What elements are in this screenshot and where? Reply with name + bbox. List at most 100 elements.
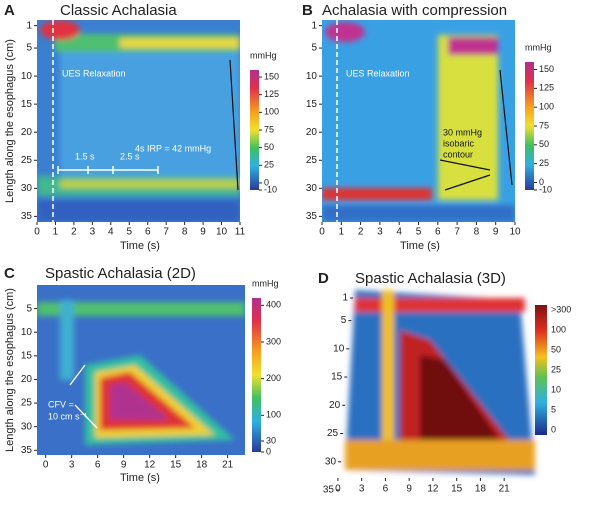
colorbar-tick-label: 200 xyxy=(266,373,281,383)
y-tick-label: 20 xyxy=(21,127,33,138)
x-tick-label: 7 xyxy=(163,227,169,238)
annotation: 30 mmHg xyxy=(443,127,482,137)
colorbar-tick-label: 10 xyxy=(551,384,561,394)
y-tick-label: 30 xyxy=(21,421,33,432)
panel-title: Spastic Achalasia (2D) xyxy=(45,265,196,282)
x-tick-label: 11 xyxy=(235,227,246,238)
colorbar-tick-label: 150 xyxy=(264,71,279,81)
y-tick-label: 35 xyxy=(323,485,335,496)
colorbar-unit: mmHg xyxy=(250,50,277,60)
colorbar-tick-label: 0 xyxy=(551,424,556,434)
x-tick-label: 21 xyxy=(499,484,511,495)
x-axis-label: Time (s) xyxy=(400,240,440,252)
x-tick-label: 6 xyxy=(95,460,101,471)
x-tick-label: 2 xyxy=(358,227,364,238)
y-tick-label: 30 xyxy=(21,183,33,194)
annotation: CFV = xyxy=(48,399,74,409)
y-tick-label: 10 xyxy=(21,327,33,338)
colorbar-unit: mmHg xyxy=(252,278,279,288)
colorbar-tick-label: 125 xyxy=(539,83,554,93)
x-tick-label: 4 xyxy=(108,227,114,238)
x-tick-label: 3 xyxy=(359,484,365,495)
y-tick-label: 15 xyxy=(21,350,33,361)
x-axis-label: Time (s) xyxy=(120,472,160,484)
x-tick-label: 18 xyxy=(196,460,208,471)
annotation: 10 cm s⁻¹ xyxy=(48,411,87,421)
panel-letter: B xyxy=(302,2,313,19)
panel-title: Achalasia with compression xyxy=(322,2,507,19)
annotation: UES Relaxation xyxy=(346,68,410,78)
colorbar-tick-label: 25 xyxy=(539,158,549,168)
colorbar-tick-label: 75 xyxy=(539,120,549,130)
colorbar-tick-label: 0 xyxy=(266,446,271,456)
annotation: UES Relaxation xyxy=(62,68,126,78)
x-tick-label: 6 xyxy=(145,227,151,238)
panel-letter: A xyxy=(4,2,15,19)
x-tick-label: 12 xyxy=(144,460,156,471)
panel-letter: C xyxy=(4,265,15,282)
x-tick-label: 5 xyxy=(416,227,422,238)
x-tick-label: 9 xyxy=(121,460,127,471)
colorbar-tick-label: >300 xyxy=(551,304,571,314)
x-tick-label: 6 xyxy=(435,227,441,238)
x-tick-label: 3 xyxy=(377,227,383,238)
y-tick-label: 25 xyxy=(327,428,339,439)
x-tick-label: 3 xyxy=(69,460,75,471)
panel-letter: D xyxy=(318,270,329,287)
y-tick-label: 5 xyxy=(26,303,32,314)
y-tick-label: 5 xyxy=(26,43,32,54)
x-tick-label: 0 xyxy=(43,460,49,471)
x-axis-label: Time (s) xyxy=(120,240,160,252)
y-tick-label: 30 xyxy=(325,456,337,467)
y-tick-label: 25 xyxy=(21,398,33,409)
x-tick-label: 0 xyxy=(34,227,40,238)
panel-title: Classic Achalasia xyxy=(60,2,177,19)
colorbar-tick-label: 300 xyxy=(266,336,281,346)
x-tick-label: 4 xyxy=(396,227,402,238)
x-tick-label: 12 xyxy=(427,484,439,495)
x-tick-label: 21 xyxy=(222,460,234,471)
colorbar-tick-label: 50 xyxy=(264,142,274,152)
annotation: isobaric xyxy=(443,138,475,148)
x-tick-label: 9 xyxy=(200,227,206,238)
y-tick-label: 1 xyxy=(26,20,32,31)
colorbar-tick-label: 50 xyxy=(539,139,549,149)
colorbar-tick-label: 125 xyxy=(264,89,279,99)
x-tick-label: 2 xyxy=(71,227,77,238)
panel-title: Spastic Achalasia (3D) xyxy=(355,270,506,287)
x-tick-label: 7 xyxy=(454,227,460,238)
x-tick-label: 0 xyxy=(319,227,325,238)
annotation: contour xyxy=(443,149,473,159)
heatmap-a xyxy=(37,20,240,222)
y-tick-label: 35 xyxy=(21,211,33,222)
y-axis-label: Length along the esophagus (cm) xyxy=(4,39,16,203)
annotation: 1.5 s xyxy=(75,151,95,161)
y-tick-label: 25 xyxy=(21,155,33,166)
colorbar-tick-label: -10 xyxy=(539,184,552,194)
x-tick-label: 18 xyxy=(475,484,487,495)
colorbar-tick-label: 0 xyxy=(264,177,269,187)
y-tick-label: 35 xyxy=(306,211,318,222)
y-tick-label: 20 xyxy=(21,374,33,385)
y-axis-label: Length along the esophagus (cm) xyxy=(4,288,16,452)
y-tick-label: 5 xyxy=(311,43,317,54)
colorbar-tick-label: 25 xyxy=(551,364,561,374)
x-tick-label: 1 xyxy=(53,227,59,238)
x-tick-label: 1 xyxy=(339,227,345,238)
heatmap-c xyxy=(37,285,245,455)
x-tick-label: 9 xyxy=(493,227,499,238)
colorbar-unit: mmHg xyxy=(525,42,552,52)
y-tick-label: 10 xyxy=(21,71,33,82)
y-tick-label: 15 xyxy=(331,372,343,383)
y-tick-label: 5 xyxy=(341,315,347,326)
colorbar-tick-label: 100 xyxy=(264,107,279,117)
colorbar-tick-label: 25 xyxy=(264,160,274,170)
y-tick-label: 10 xyxy=(333,343,345,354)
x-tick-label: 10 xyxy=(216,227,228,238)
y-tick-label: 25 xyxy=(306,155,318,166)
y-tick-label: 30 xyxy=(306,183,318,194)
heatmap-b xyxy=(322,20,515,222)
y-tick-label: 15 xyxy=(306,99,318,110)
y-tick-label: 10 xyxy=(306,71,318,82)
